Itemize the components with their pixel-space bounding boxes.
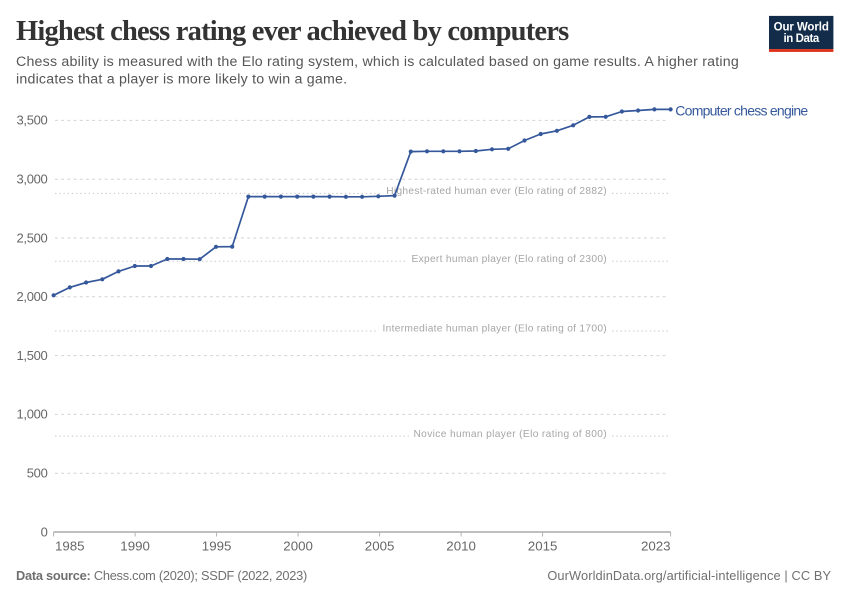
svg-text:0: 0 xyxy=(41,524,48,539)
svg-text:2010: 2010 xyxy=(446,539,476,554)
svg-text:2005: 2005 xyxy=(365,539,395,554)
svg-text:2,500: 2,500 xyxy=(16,230,47,245)
svg-text:3,500: 3,500 xyxy=(16,113,47,128)
svg-text:2,000: 2,000 xyxy=(16,289,47,304)
svg-text:1,000: 1,000 xyxy=(16,407,47,422)
svg-text:500: 500 xyxy=(27,466,48,481)
svg-text:1990: 1990 xyxy=(120,539,150,554)
svg-text:Novice human player (Elo ratin: Novice human player (Elo rating of 800) xyxy=(413,429,607,440)
svg-text:indicates that a player is mor: indicates that a player is more likely t… xyxy=(16,71,347,87)
svg-text:3,000: 3,000 xyxy=(16,172,47,187)
svg-text:Our World: Our World xyxy=(774,22,829,34)
svg-text:1995: 1995 xyxy=(202,539,232,554)
svg-text:Expert human player (Elo ratin: Expert human player (Elo rating of 2300) xyxy=(412,254,607,265)
svg-text:Chess ability is measured with: Chess ability is measured with the Elo r… xyxy=(16,54,739,70)
svg-text:1,500: 1,500 xyxy=(16,348,47,363)
svg-text:OurWorldinData.org/artificial-: OurWorldinData.org/artificial-intelligen… xyxy=(547,568,831,583)
svg-text:Highest-rated human ever (Elo: Highest-rated human ever (Elo rating of … xyxy=(386,186,607,197)
svg-text:Highest chess rating ever achi: Highest chess rating ever achieved by co… xyxy=(16,16,569,47)
svg-text:2015: 2015 xyxy=(528,539,558,554)
svg-text:Data source: Chess.com (2020);: Data source: Chess.com (2020); SSDF (202… xyxy=(16,568,307,583)
svg-text:1985: 1985 xyxy=(55,539,85,554)
svg-text:Computer chess engine: Computer chess engine xyxy=(675,103,808,119)
svg-text:in Data: in Data xyxy=(783,33,819,45)
svg-text:2023: 2023 xyxy=(641,539,671,554)
svg-text:2000: 2000 xyxy=(283,539,313,554)
svg-text:Intermediate human player (Elo: Intermediate human player (Elo rating of… xyxy=(383,324,607,335)
